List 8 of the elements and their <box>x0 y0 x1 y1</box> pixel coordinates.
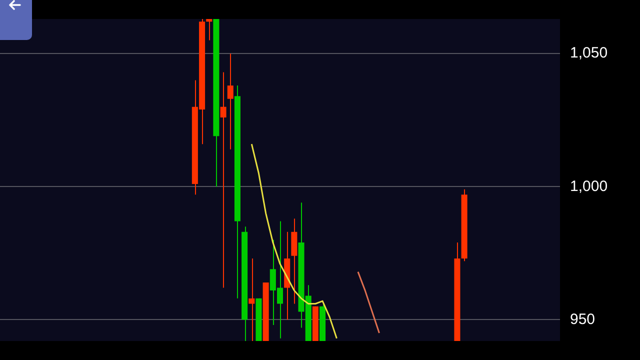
candlestick <box>220 72 226 288</box>
y-tick-label: 1,000 <box>570 178 608 195</box>
y-tick-label: 1,050 <box>570 44 608 62</box>
candlestick <box>291 218 298 304</box>
candlestick <box>227 53 234 150</box>
y-tick-label: 950 <box>570 310 596 328</box>
candlestick <box>248 258 255 342</box>
candlestick <box>206 18 212 41</box>
